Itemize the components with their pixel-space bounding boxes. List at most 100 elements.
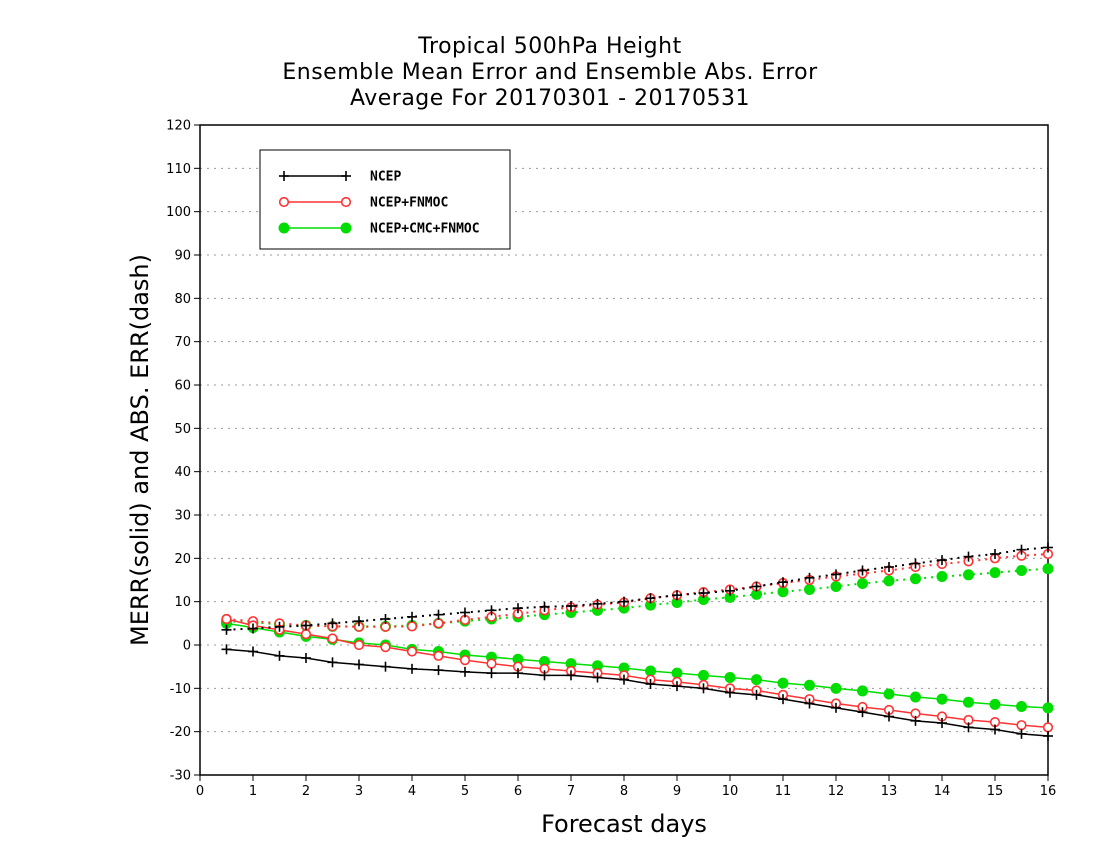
legend-marker xyxy=(278,222,290,234)
merr-point xyxy=(327,633,338,644)
abserr-point xyxy=(804,572,815,583)
merr-point xyxy=(857,685,868,697)
merr-point xyxy=(433,650,444,661)
legend-marker xyxy=(341,171,351,181)
legend-label: NCEP+FNMOC xyxy=(370,196,448,211)
merr-point xyxy=(300,629,312,640)
x-tick-label: 1 xyxy=(249,784,257,799)
merr-point xyxy=(936,693,948,705)
merr-point xyxy=(380,642,391,653)
abserr-point xyxy=(380,614,391,624)
legend: NCEP NCEP+FNMOC NCEP+CMC+FNMOC xyxy=(259,149,511,250)
x-tick-label: 11 xyxy=(775,784,792,799)
y-tick-label: -10 xyxy=(170,682,191,697)
x-tick-label: 6 xyxy=(514,784,522,799)
abserr-point xyxy=(936,571,948,583)
merr-point xyxy=(460,666,470,677)
merr-point xyxy=(672,681,682,692)
merr-point xyxy=(248,646,258,657)
abserr-point xyxy=(831,569,841,580)
merr-point xyxy=(910,715,921,726)
merr-point xyxy=(486,658,497,669)
abserr-point xyxy=(963,569,974,581)
abserr-line xyxy=(226,546,1049,631)
merr-point xyxy=(937,718,947,728)
merr-point xyxy=(274,650,285,661)
merr-point xyxy=(883,688,895,700)
abserr-point xyxy=(301,620,311,631)
y-tick-label: 30 xyxy=(174,509,191,524)
merr-line xyxy=(226,618,1049,729)
merr-point xyxy=(619,674,629,685)
y-axis-title: MERR(solid) and ABS. ERR(dash) xyxy=(126,254,154,646)
abserr-point xyxy=(857,577,868,589)
chart-title-line-3: Average For 20170301 - 20170531 xyxy=(349,86,751,111)
y-tick-label: 60 xyxy=(174,379,191,394)
x-tick-label: 10 xyxy=(722,784,739,799)
merr-point xyxy=(1042,702,1054,714)
merr-point xyxy=(645,665,656,677)
merr-point xyxy=(804,679,815,691)
merr-point xyxy=(1042,722,1054,733)
x-tick-label: 9 xyxy=(673,784,681,799)
merr-point xyxy=(353,639,365,651)
x-tick-label: 7 xyxy=(567,784,575,799)
merr-point xyxy=(566,670,576,681)
merr-point xyxy=(725,687,735,698)
y-tick-label: 10 xyxy=(174,595,191,610)
y-tick-label: 90 xyxy=(174,249,191,264)
legend-label: NCEP+CMC+FNMOC xyxy=(370,222,480,237)
merr-point xyxy=(327,657,338,668)
abserr-point xyxy=(407,611,417,622)
merr-point xyxy=(990,724,1000,735)
merr-point xyxy=(910,691,921,703)
abserr-point xyxy=(883,575,895,587)
merr-point xyxy=(380,661,391,672)
series-ncep-cmc-fnmoc xyxy=(221,563,1054,714)
abserr-point xyxy=(698,588,709,598)
x-tick-label: 12 xyxy=(828,784,845,799)
abserr-point xyxy=(725,585,735,596)
abserr-point xyxy=(990,549,1000,559)
merr-point xyxy=(751,689,762,700)
y-axis: -30 -20 -10 0 10 20 30 40 50 60 70 80 90 100 110 120 xyxy=(166,119,200,784)
x-tick-label: 16 xyxy=(1040,784,1057,799)
abserr-point xyxy=(857,565,868,576)
merr-point xyxy=(963,696,974,708)
abserr-point xyxy=(804,584,815,596)
merr-point xyxy=(407,663,417,674)
grid-lines xyxy=(200,167,1048,733)
abserr-point xyxy=(910,558,921,569)
abserr-point xyxy=(672,590,682,601)
y-tick-label: 20 xyxy=(174,552,191,567)
y-tick-label: 100 xyxy=(166,205,191,220)
merr-point xyxy=(513,668,523,679)
x-tick-label: 0 xyxy=(196,784,204,799)
abserr-point xyxy=(937,555,947,566)
legend-marker xyxy=(278,196,290,208)
abserr-point xyxy=(486,605,497,616)
legend-marker xyxy=(340,222,352,234)
merr-point xyxy=(301,653,311,663)
y-tick-label: 110 xyxy=(166,162,191,177)
y-tick-label: 80 xyxy=(174,292,191,307)
y-tick-label: 120 xyxy=(166,119,191,134)
merr-point xyxy=(751,674,762,686)
legend-marker xyxy=(279,171,289,181)
y-tick-label: 40 xyxy=(174,465,191,480)
abserr-point xyxy=(539,601,550,612)
abserr-point xyxy=(354,616,364,627)
abserr-point xyxy=(778,577,788,588)
merr-point xyxy=(1016,720,1027,731)
x-axis-title: Forecast days xyxy=(541,810,707,838)
merr-line xyxy=(226,648,1049,737)
abserr-point xyxy=(830,581,842,592)
abserr-point xyxy=(513,603,523,614)
merr-point xyxy=(1016,701,1027,713)
merr-point xyxy=(857,707,868,718)
merr-point xyxy=(406,646,418,657)
abserr-point xyxy=(433,609,444,620)
x-axis: 0 1 2 3 4 5 6 7 8 9 10 11 12 13 14 15 16 xyxy=(196,775,1056,799)
merr-point xyxy=(645,679,656,689)
